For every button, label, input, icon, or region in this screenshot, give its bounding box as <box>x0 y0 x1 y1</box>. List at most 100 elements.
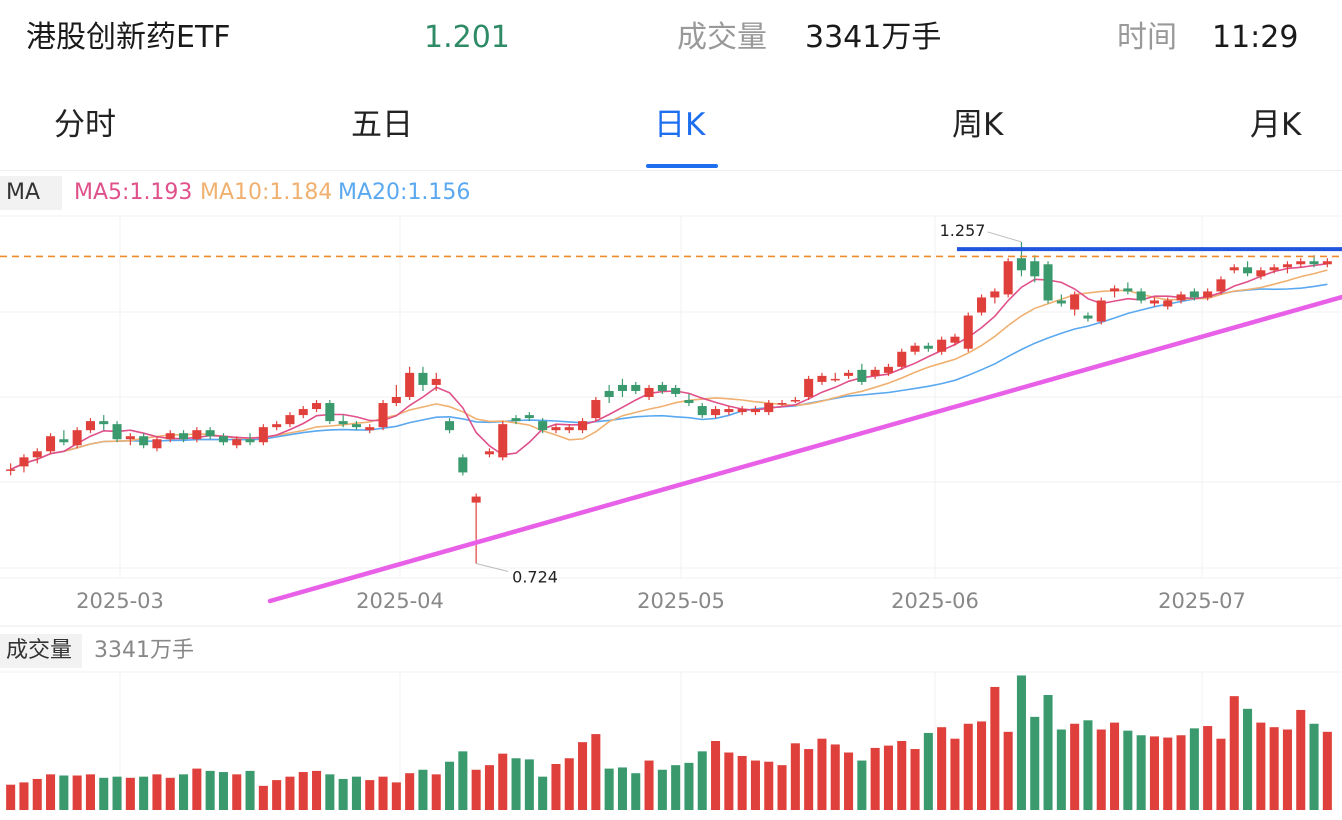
candle-body <box>1256 270 1266 277</box>
candle-body <box>245 439 255 443</box>
candle-body <box>232 439 242 446</box>
candle-body <box>1123 288 1133 292</box>
x-tick-label: 2025-07 <box>1158 589 1246 613</box>
candle-body <box>564 427 574 431</box>
volume-bar <box>245 770 255 810</box>
high-leader-line <box>987 231 1022 243</box>
price-annotations: 1.257 0.724 <box>476 221 1022 587</box>
candle-body <box>591 400 601 419</box>
candle-body <box>498 424 508 458</box>
chart-grid <box>0 215 1342 579</box>
candle-body <box>830 378 840 381</box>
candle-body <box>99 421 109 425</box>
volume-bar <box>644 760 654 810</box>
volume-bar <box>1123 730 1133 810</box>
volume-bar <box>218 772 228 810</box>
candle-body <box>418 372 428 385</box>
volume-bar <box>578 742 588 810</box>
volume-bar <box>1309 723 1319 810</box>
candlesticks <box>6 241 1332 564</box>
volume-bars <box>6 675 1332 810</box>
candle-body <box>538 421 548 431</box>
ma20-line <box>10 283 1328 471</box>
candle-body <box>1309 261 1319 265</box>
candle-body <box>1003 261 1013 295</box>
tab-weekly-k[interactable]: 周K <box>952 107 1004 143</box>
volume-bar <box>152 774 162 810</box>
tab-five-day[interactable]: 五日 <box>351 107 413 143</box>
ma-tag[interactable]: MA <box>0 176 62 210</box>
period-tabs: 分时 五日 日K 周K 月K <box>0 88 1342 170</box>
support-trend-line <box>267 294 1342 604</box>
volume-bar <box>538 776 548 810</box>
x-tick-label: 2025-04 <box>356 589 444 613</box>
volume-bar <box>977 721 987 810</box>
x-axis: 2025-03 2025-04 2025-05 2025-06 2025-07 <box>76 589 1246 613</box>
candle-body <box>1296 261 1306 265</box>
fund-name: 港股创新药ETF <box>26 20 231 55</box>
candle-body <box>285 415 295 425</box>
volume-bar <box>391 782 401 810</box>
quote-header: 港股创新药ETF 1.201 成交量 3341万手 时间 11:29 <box>0 0 1342 78</box>
candle-body <box>1110 288 1120 292</box>
high-annotation: 1.257 <box>940 221 986 240</box>
candle-body <box>312 403 322 410</box>
candle-body <box>990 291 1000 298</box>
volume-bar <box>285 776 295 810</box>
volume-bar <box>99 777 109 810</box>
volume-bar <box>458 751 468 810</box>
tab-daily-k[interactable]: 日K <box>654 107 706 143</box>
drawn-overlays <box>0 247 1342 604</box>
candle-body <box>604 390 614 397</box>
candle-body <box>19 457 29 467</box>
volume-bar <box>1243 708 1253 810</box>
volume-bar <box>617 767 627 810</box>
candle-body <box>1056 300 1066 304</box>
volume-label: 成交量 <box>677 20 767 55</box>
volume-bar <box>564 758 574 810</box>
tab-intraday[interactable]: 分时 <box>54 107 116 143</box>
candle-body <box>617 384 627 391</box>
candle-body <box>179 433 189 440</box>
candle-body <box>644 387 654 397</box>
candle-body <box>1163 300 1173 307</box>
volume-bar <box>737 755 747 810</box>
volume-bar <box>1256 722 1266 810</box>
candle-body <box>711 409 721 416</box>
volume-bar <box>604 768 614 810</box>
tab-monthly-k[interactable]: 月K <box>1250 107 1302 143</box>
candle-body <box>258 427 268 443</box>
candle-body <box>139 436 149 446</box>
volume-bar <box>418 769 428 810</box>
candle-body <box>325 403 335 422</box>
volume-bar <box>963 723 973 810</box>
candle-body <box>1043 264 1053 301</box>
candle-body <box>1096 300 1106 322</box>
volume-bar <box>711 741 721 810</box>
candle-body <box>631 384 641 391</box>
candle-body <box>578 421 588 431</box>
candle-body <box>192 430 202 440</box>
ma10-value: MA10:1.184 <box>200 180 333 205</box>
volume-bar <box>657 769 667 810</box>
volume-bar <box>1216 738 1226 810</box>
volume-bar <box>19 782 29 810</box>
candle-body <box>85 421 95 431</box>
candle-body <box>272 424 282 428</box>
volume-bar <box>724 752 734 810</box>
x-tick-label: 2025-06 <box>891 589 979 613</box>
volume-bar <box>72 775 82 810</box>
candle-body <box>1243 267 1253 274</box>
candle-body <box>977 297 987 313</box>
volume-value: 3341万手 <box>805 20 942 55</box>
candle-body <box>1030 261 1040 277</box>
candle-body <box>804 378 814 397</box>
candle-body <box>59 439 69 443</box>
ma-legend: MA MA5:1.193 MA10:1.184 MA20:1.156 <box>0 176 1342 210</box>
volume-bar <box>1096 729 1106 810</box>
volume-tag[interactable]: 成交量 <box>0 634 82 668</box>
candle-body <box>6 469 16 471</box>
volume-bar <box>1070 723 1080 810</box>
volume-bar <box>750 760 760 810</box>
